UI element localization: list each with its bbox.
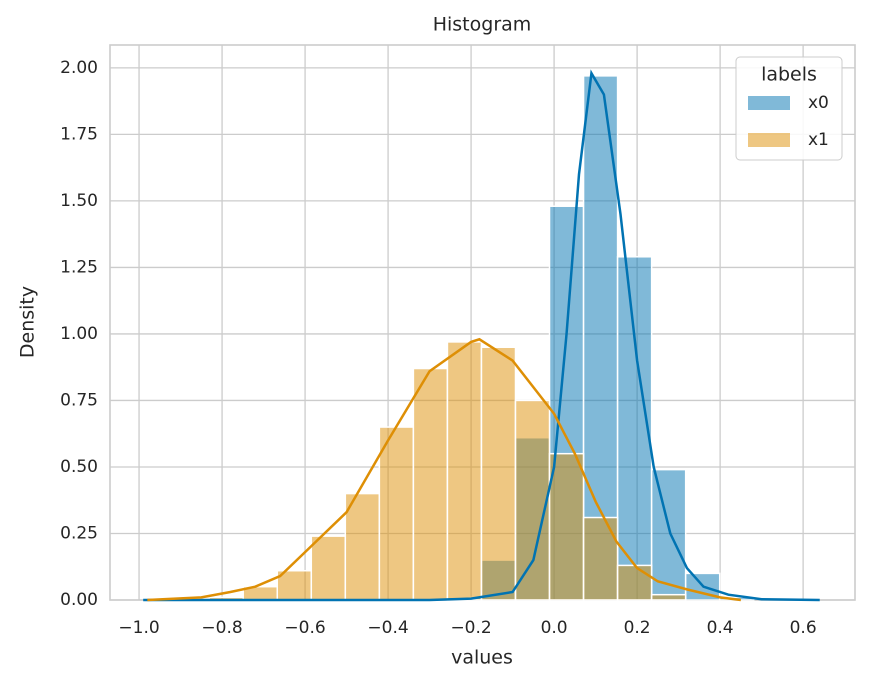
- y-tick-label: 2.00: [60, 58, 98, 78]
- y-tick-label: 0.25: [60, 523, 98, 543]
- histogram-bar: [650, 593, 687, 601]
- y-axis-label: Density: [17, 286, 39, 358]
- histogram-bar: [344, 492, 381, 601]
- y-tick-label: 0.00: [60, 590, 98, 610]
- histogram-bar: [616, 256, 653, 601]
- histogram-bar: [616, 564, 653, 601]
- y-tick-label: 0.75: [60, 390, 98, 410]
- histogram-bar: [480, 346, 517, 601]
- x-tick-label: −0.8: [201, 618, 242, 638]
- legend-swatch: [748, 133, 790, 147]
- x-tick-label: −1.0: [118, 618, 159, 638]
- histogram-bar: [548, 452, 585, 601]
- legend-label: x1: [808, 130, 829, 150]
- chart-title: Histogram: [433, 14, 532, 36]
- histogram-bar: [412, 367, 449, 601]
- histogram-bar: [514, 399, 551, 601]
- x-tick-label: −0.6: [284, 618, 325, 638]
- y-tick-label: 1.75: [60, 124, 98, 144]
- legend: labels x0 x1: [735, 56, 843, 161]
- x-tick-label: 0.4: [707, 618, 734, 638]
- kde-line: [147, 337, 742, 602]
- histogram-bar: [310, 535, 347, 601]
- x-tick-label: 0.0: [541, 618, 568, 638]
- y-tick-label: 1.00: [60, 324, 98, 344]
- y-tick-label: 0.50: [60, 457, 98, 477]
- y-tick-label: 1.25: [60, 257, 98, 277]
- legend-title: labels: [761, 64, 817, 86]
- legend-label: x0: [808, 93, 829, 113]
- x-axis-label: values: [451, 647, 513, 669]
- x-tick-label: 0.2: [624, 618, 651, 638]
- x-tick-label: −0.2: [450, 618, 491, 638]
- y-tick-label: 1.50: [60, 191, 98, 211]
- legend-swatch: [748, 96, 790, 110]
- x-tick-label: 0.6: [790, 618, 817, 638]
- x-tick-label: −0.4: [367, 618, 408, 638]
- histogram-bar: [378, 426, 415, 601]
- kde-line: [143, 69, 820, 602]
- histogram-bar: [582, 516, 619, 601]
- histogram-bar: [446, 341, 483, 601]
